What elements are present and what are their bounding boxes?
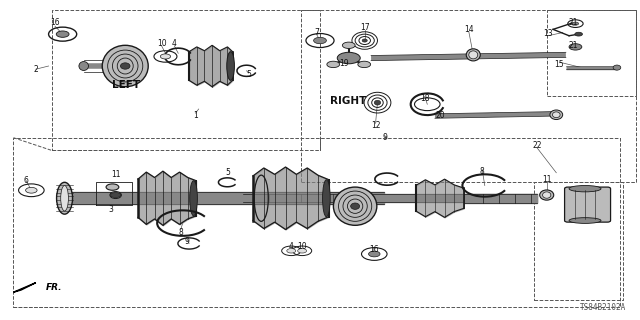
Text: 16: 16 bbox=[369, 245, 378, 254]
Text: LEFT: LEFT bbox=[113, 80, 141, 90]
Ellipse shape bbox=[613, 65, 621, 70]
Text: 5: 5 bbox=[246, 70, 251, 79]
Ellipse shape bbox=[543, 192, 551, 198]
Ellipse shape bbox=[333, 187, 377, 225]
Circle shape bbox=[575, 32, 582, 36]
Circle shape bbox=[56, 31, 69, 37]
Circle shape bbox=[287, 249, 296, 253]
Text: RIGHT: RIGHT bbox=[330, 96, 366, 106]
Circle shape bbox=[369, 251, 380, 257]
Ellipse shape bbox=[569, 186, 601, 192]
Text: 3: 3 bbox=[109, 205, 114, 214]
Circle shape bbox=[569, 44, 582, 50]
Circle shape bbox=[161, 54, 171, 59]
Circle shape bbox=[358, 61, 371, 68]
Text: 2: 2 bbox=[33, 65, 38, 74]
Ellipse shape bbox=[467, 49, 480, 61]
Ellipse shape bbox=[351, 203, 360, 209]
Ellipse shape bbox=[110, 192, 122, 198]
Text: 13: 13 bbox=[543, 29, 553, 38]
Text: 1: 1 bbox=[193, 111, 198, 120]
Ellipse shape bbox=[227, 52, 234, 80]
Circle shape bbox=[337, 52, 360, 64]
Circle shape bbox=[314, 37, 326, 44]
Text: TS84B2102A: TS84B2102A bbox=[580, 303, 627, 312]
Text: 21: 21 bbox=[568, 41, 578, 51]
Ellipse shape bbox=[189, 181, 197, 216]
Text: 4: 4 bbox=[172, 39, 177, 48]
Text: 14: 14 bbox=[464, 25, 474, 34]
Polygon shape bbox=[13, 283, 36, 292]
Text: 4: 4 bbox=[288, 242, 293, 251]
Circle shape bbox=[298, 249, 307, 253]
Ellipse shape bbox=[468, 51, 477, 59]
FancyBboxPatch shape bbox=[564, 187, 611, 222]
Circle shape bbox=[26, 188, 37, 193]
Text: 16: 16 bbox=[50, 19, 60, 28]
Ellipse shape bbox=[56, 182, 72, 214]
Text: 19: 19 bbox=[339, 59, 349, 68]
Ellipse shape bbox=[550, 110, 563, 120]
Circle shape bbox=[342, 42, 355, 49]
Circle shape bbox=[327, 61, 340, 68]
Circle shape bbox=[111, 193, 121, 197]
Text: 17: 17 bbox=[360, 23, 369, 32]
Text: 10: 10 bbox=[157, 39, 166, 48]
Ellipse shape bbox=[374, 100, 381, 105]
Text: 9: 9 bbox=[185, 237, 189, 246]
Ellipse shape bbox=[362, 39, 367, 42]
Ellipse shape bbox=[120, 63, 130, 69]
Ellipse shape bbox=[61, 186, 68, 211]
Text: 5: 5 bbox=[225, 168, 230, 177]
Text: 20: 20 bbox=[435, 111, 445, 120]
Text: 12: 12 bbox=[371, 121, 380, 130]
Ellipse shape bbox=[323, 180, 330, 217]
Text: 15: 15 bbox=[555, 60, 564, 69]
Text: 11: 11 bbox=[542, 175, 552, 184]
Text: 6: 6 bbox=[24, 176, 29, 185]
Ellipse shape bbox=[79, 61, 88, 70]
Ellipse shape bbox=[569, 218, 601, 223]
Ellipse shape bbox=[106, 184, 119, 190]
Ellipse shape bbox=[540, 190, 554, 200]
Text: 22: 22 bbox=[532, 141, 542, 150]
Ellipse shape bbox=[102, 45, 148, 87]
Text: 8: 8 bbox=[179, 228, 183, 236]
Ellipse shape bbox=[552, 112, 560, 118]
Circle shape bbox=[572, 22, 579, 25]
Text: 9: 9 bbox=[382, 132, 387, 141]
Text: 18: 18 bbox=[420, 94, 429, 103]
Text: 21: 21 bbox=[568, 19, 578, 28]
Text: FR.: FR. bbox=[45, 283, 62, 292]
Text: 8: 8 bbox=[480, 167, 484, 176]
Text: 7: 7 bbox=[314, 28, 319, 37]
Text: 10: 10 bbox=[298, 242, 307, 251]
Text: 11: 11 bbox=[111, 171, 120, 180]
